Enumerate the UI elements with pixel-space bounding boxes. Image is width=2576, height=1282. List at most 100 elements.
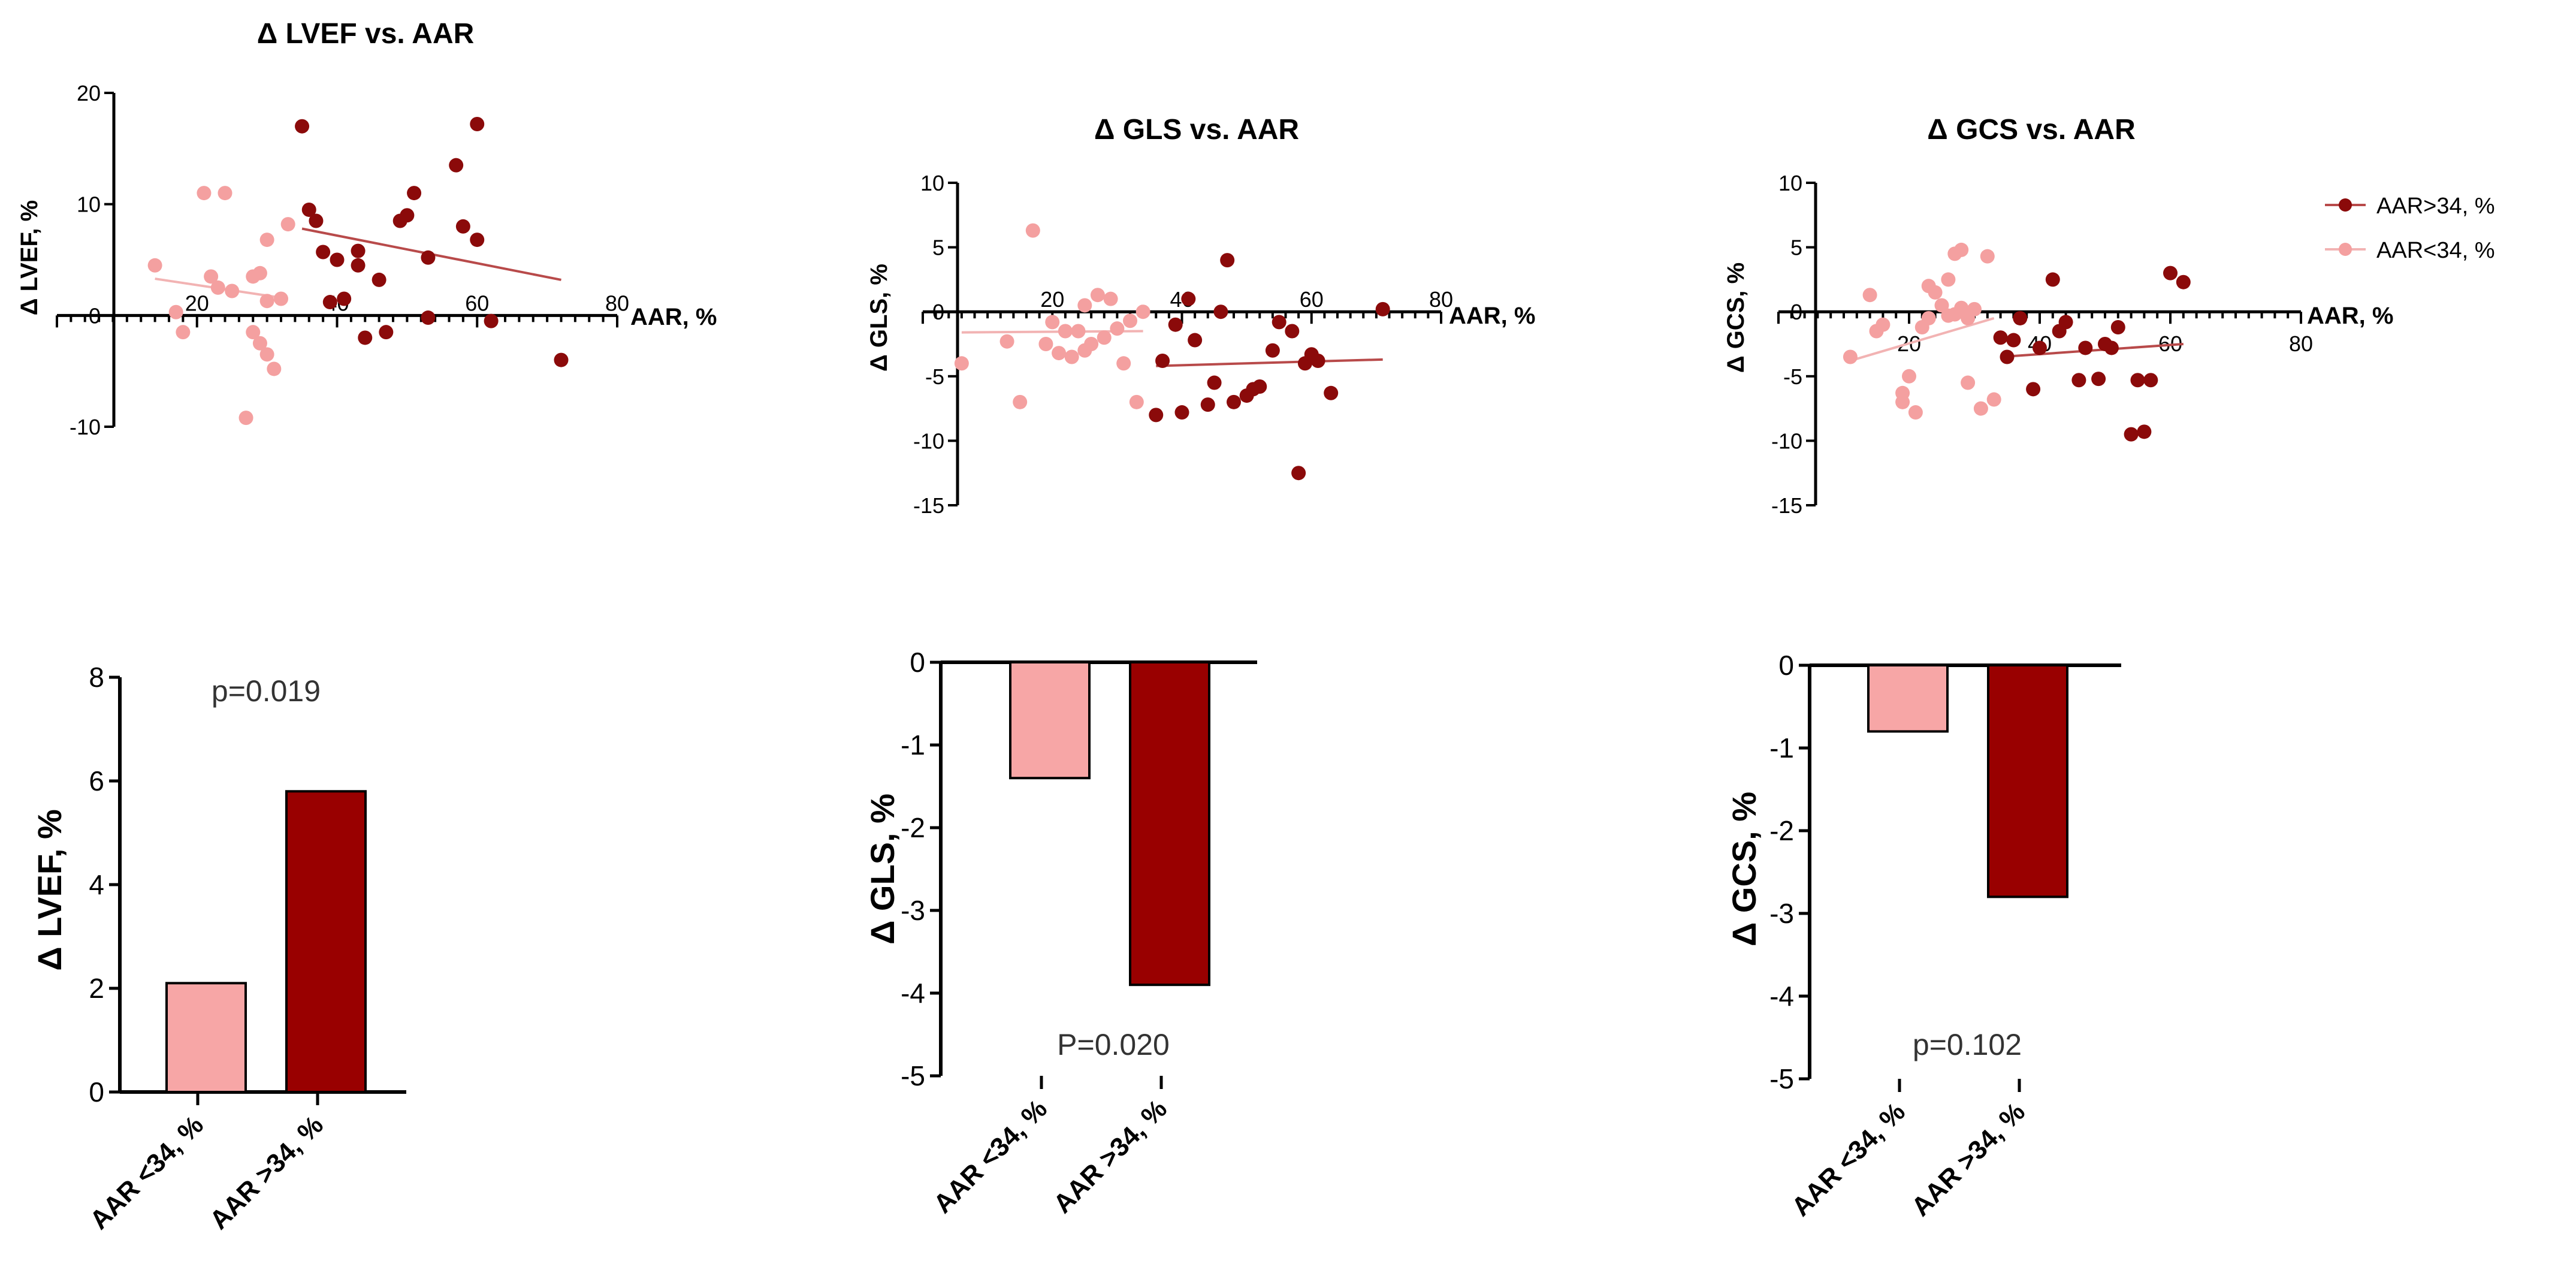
- gls-point-low: [1110, 321, 1125, 336]
- gls-bar-y-tick-label: -4: [901, 978, 925, 1009]
- gls-point-low: [1129, 394, 1144, 409]
- gls-point-high: [1285, 324, 1300, 339]
- gls-x-tick-label: 20: [1040, 287, 1064, 312]
- gls-y-tick-label: 10: [920, 171, 944, 195]
- gls-point-high: [1149, 408, 1164, 423]
- gls-point-high: [1291, 466, 1306, 481]
- lvef-point-high: [316, 245, 331, 260]
- lvef-point-high: [379, 325, 394, 340]
- gcs-point-high: [2071, 373, 2086, 388]
- lvef-bar-y-tick-label: 0: [89, 1076, 104, 1108]
- lvef-point-low: [147, 258, 162, 273]
- gls-point-high: [1252, 379, 1267, 394]
- gcs-y-tick-label: 0: [1790, 300, 1802, 324]
- lvef-point-high: [295, 119, 310, 134]
- lvef-point-high: [421, 310, 436, 325]
- lvef-bar-p-value: p=0.019: [212, 674, 321, 708]
- gcs-bar-y-tick-label: -3: [1769, 898, 1794, 929]
- gls-point-high: [1227, 394, 1241, 409]
- gcs-point-low: [1908, 405, 1923, 420]
- gls-scatter-points: [954, 223, 1390, 481]
- gls-scatter-axes: [922, 182, 1442, 506]
- lvef-scatter-points: [147, 116, 569, 426]
- gcs-bar-y-tick-label: -5: [1769, 1063, 1794, 1094]
- gcs-point-low: [1954, 300, 1969, 315]
- gls-point-low: [1013, 394, 1028, 409]
- gls-point-low: [1045, 315, 1060, 330]
- gls-point-high: [1324, 385, 1339, 400]
- lvef-point-high: [351, 243, 366, 258]
- gls-point-high: [1375, 301, 1390, 316]
- lvef-point-low: [168, 304, 183, 319]
- lvef-point-high: [337, 291, 352, 306]
- lvef-bar-y-tick-label: 6: [89, 765, 104, 797]
- gls-bar-y-tick-label: 0: [910, 647, 925, 678]
- gls-point-low: [1103, 291, 1118, 306]
- gcs-point-high: [2176, 275, 2191, 289]
- lvef-point-low: [238, 411, 253, 426]
- lvef-bar-category-label: AAR >34, %: [204, 1110, 329, 1235]
- gcs-scatter-y-label: Δ GCS, %: [1723, 263, 1749, 373]
- gls-point-high: [1168, 317, 1183, 332]
- gcs-trend-line: [1850, 317, 1995, 362]
- gcs-bar-low: [1867, 664, 1949, 733]
- gls-y-tick-label: 5: [932, 236, 944, 260]
- gcs-point-high: [2045, 272, 2060, 287]
- lvef-bar-y-tick-label: 8: [89, 662, 104, 693]
- gls-point-high: [1310, 353, 1325, 368]
- gls-bar-low: [1009, 661, 1091, 780]
- gls-bar-high: [1129, 661, 1210, 987]
- lvef-point-high: [358, 330, 373, 345]
- gls-point-low: [1136, 304, 1150, 319]
- gls-point-low: [1025, 223, 1040, 238]
- gls-bar-panel: Δ GLS, % P=0.020 -5 -4 -3 -2 -1 0 AAR <34, %A…: [863, 647, 1257, 1219]
- gls-point-low: [954, 356, 969, 371]
- gls-scatter-panel: Δ GLS vs. AAR Δ GLS, % AAR, % -15 -10 -5 0 5…: [866, 114, 1535, 518]
- gcs-point-low: [1986, 392, 2001, 407]
- gls-bar-category-label: AAR <34, %: [928, 1094, 1053, 1218]
- gcs-point-low: [1862, 288, 1877, 303]
- lvef-point-low: [259, 233, 274, 248]
- gls-point-high: [1220, 253, 1235, 268]
- gls-point-low: [1052, 346, 1067, 361]
- lvef-bar-category-label: AAR <34, %: [84, 1110, 209, 1235]
- lvef-point-high: [407, 186, 422, 201]
- gcs-bar-category-labels: AAR <34, %AAR >34, %: [1786, 1097, 2031, 1221]
- gcs-point-high: [2110, 320, 2125, 335]
- gls-scatter-tick-labels: -15-10-5051020406080: [913, 171, 1453, 518]
- lvef-point-high: [449, 158, 464, 173]
- lvef-point-low: [259, 347, 274, 362]
- lvef-point-high: [309, 213, 324, 228]
- gcs-point-high: [2000, 349, 2015, 364]
- gls-point-low: [1058, 324, 1073, 339]
- gcs-bar-y-tick-label: -4: [1769, 981, 1794, 1012]
- legend-low-marker: [2339, 243, 2352, 256]
- lvef-point-high: [554, 352, 569, 367]
- gcs-bar-bars: [1867, 664, 2068, 898]
- gcs-point-high: [2104, 340, 2119, 355]
- gcs-bar-y-tick-label: -2: [1769, 815, 1794, 846]
- gcs-point-high: [2058, 315, 2073, 330]
- lvef-point-low: [280, 217, 295, 232]
- gcs-point-high: [1993, 330, 2008, 345]
- gcs-bar-y-tick-label: -1: [1769, 732, 1794, 764]
- gls-point-high: [1272, 315, 1287, 330]
- lvef-scatter-panel: Δ LVEF vs. AAR Δ LVEF, % AAR, % -10 0 10 20…: [16, 18, 717, 439]
- gcs-bar-high: [1987, 664, 2068, 898]
- gls-point-high: [1265, 343, 1280, 358]
- gls-x-tick-label: 80: [1429, 287, 1453, 312]
- lvef-point-high: [421, 250, 436, 265]
- gcs-point-high: [2078, 340, 2093, 355]
- lvef-point-low: [246, 325, 261, 340]
- lvef-point-high: [301, 202, 316, 217]
- gcs-bar-axes: [1799, 663, 2121, 1092]
- gcs-y-tick-label: 10: [1778, 171, 1802, 195]
- legend: AAR>34, % AAR<34, %: [2325, 194, 2495, 263]
- gls-scatter-y-label: Δ GLS, %: [866, 264, 892, 372]
- lvef-point-low: [259, 294, 274, 309]
- gcs-point-low: [1980, 249, 1995, 264]
- gcs-point-high: [2137, 424, 2152, 439]
- gls-bar-y-tick-label: -5: [901, 1060, 925, 1091]
- gls-y-tick-label: -10: [913, 429, 944, 453]
- lvef-x-tick-label: 80: [605, 291, 629, 315]
